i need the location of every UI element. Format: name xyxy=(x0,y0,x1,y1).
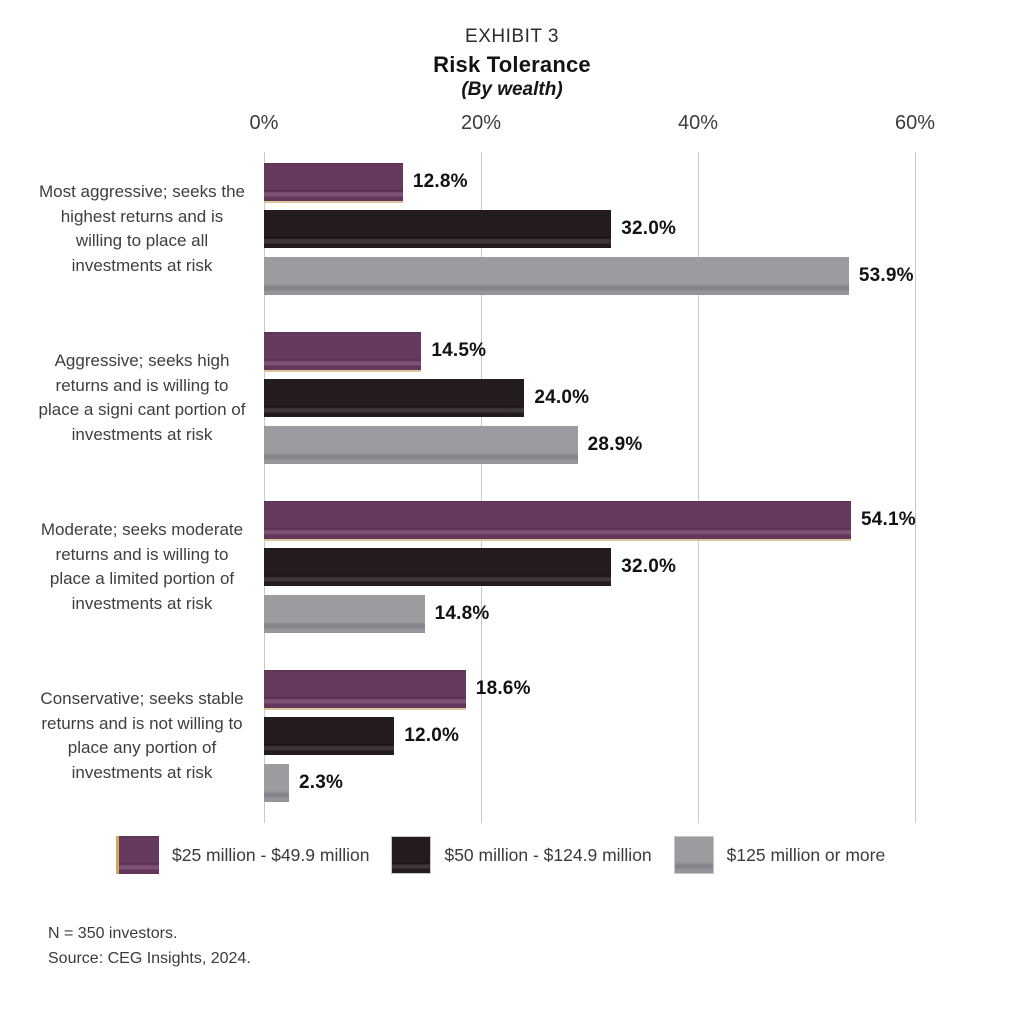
category-bars: 12.8% 32.0% 53.9% xyxy=(264,163,915,295)
bar-value-label: 53.9% xyxy=(858,265,914,286)
bar-row: 24.0% xyxy=(264,379,915,417)
category-label: Moderate; seeks moderate returns and is … xyxy=(40,520,244,613)
category-group: Conservative; seeks stable returns and i… xyxy=(0,670,1024,802)
bar-row: 2.3% xyxy=(264,764,915,802)
category-label: Conservative; seeks stable returns and i… xyxy=(40,689,244,782)
bar-series-2 xyxy=(264,764,289,802)
bar-value-label: 14.5% xyxy=(431,340,487,361)
gridline xyxy=(481,152,482,823)
bar-value-label: 54.1% xyxy=(860,509,916,530)
bar-value-label: 32.0% xyxy=(621,556,677,577)
bar-row: 12.0% xyxy=(264,717,915,755)
bar-series-0 xyxy=(264,163,403,201)
footnote-sample-size: N = 350 investors. xyxy=(48,925,178,942)
x-axis-tick: 60% xyxy=(894,112,936,134)
bar-value-label: 14.8% xyxy=(434,603,490,624)
bar-row: 14.5% xyxy=(264,332,915,370)
category-bars: 18.6% 12.0% 2.3% xyxy=(264,670,915,802)
legend-label: $25 million - $49.9 million xyxy=(172,844,370,865)
gridline xyxy=(915,152,916,823)
category-group: Aggressive; seeks high returns and is wi… xyxy=(0,332,1024,464)
bar-series-2 xyxy=(264,595,425,633)
chart-subtitle: (By wealth) xyxy=(461,79,563,100)
gridline xyxy=(698,152,699,823)
bar-series-1 xyxy=(264,210,612,248)
x-axis-tick: 40% xyxy=(677,112,719,134)
bar-row: 12.8% xyxy=(264,163,915,201)
bar-series-1 xyxy=(264,717,395,755)
gridline xyxy=(264,152,265,823)
legend-label: $50 million - $124.9 million xyxy=(444,844,652,865)
bar-value-label: 32.0% xyxy=(621,218,677,239)
x-axis-tick: 20% xyxy=(460,112,502,134)
bar-row: 32.0% xyxy=(264,210,915,248)
footnotes: N = 350 investors. Source: CEG Insights,… xyxy=(48,921,251,971)
bar-row: 53.9% xyxy=(264,257,915,295)
legend-swatch-black xyxy=(391,836,432,874)
bar-row: 32.0% xyxy=(264,548,915,586)
legend-item: $25 million - $49.9 million xyxy=(116,836,369,874)
bar-row: 28.9% xyxy=(264,426,915,464)
bar-series-0 xyxy=(264,332,422,370)
bar-series-0 xyxy=(264,501,851,539)
legend-swatch-gray xyxy=(673,836,714,874)
category-bars: 14.5% 24.0% 28.9% xyxy=(264,332,915,464)
bar-value-label: 18.6% xyxy=(475,678,531,699)
legend-item: $50 million - $124.9 million xyxy=(391,836,652,874)
bar-value-label: 12.0% xyxy=(404,725,460,746)
bar-row: 54.1% xyxy=(264,501,916,539)
bar-series-2 xyxy=(264,426,578,464)
bar-value-label: 12.8% xyxy=(412,171,468,192)
bar-value-label: 2.3% xyxy=(298,772,344,793)
bar-series-2 xyxy=(264,257,849,295)
category-group: Most aggressive; seeks the highest retur… xyxy=(0,163,1024,295)
category-label: Most aggressive; seeks the highest retur… xyxy=(39,182,245,275)
legend-swatch-purple xyxy=(116,836,159,874)
bar-row: 18.6% xyxy=(264,670,915,708)
bar-row: 14.8% xyxy=(264,595,915,633)
category-label: Aggressive; seeks high returns and is wi… xyxy=(38,351,246,444)
exhibit-label: EXHIBIT 3 xyxy=(465,26,559,47)
chart-title: Risk Tolerance xyxy=(433,52,591,77)
bar-series-1 xyxy=(264,548,612,586)
category-group: Moderate; seeks moderate returns and is … xyxy=(0,501,1024,633)
bar-series-0 xyxy=(264,670,466,708)
footnote-source: Source: CEG Insights, 2024. xyxy=(48,950,251,967)
bar-value-label: 24.0% xyxy=(534,387,590,408)
legend-item: $125 million or more xyxy=(673,836,886,874)
legend: $25 million - $49.9 million $50 million … xyxy=(116,836,885,874)
bar-groups: Most aggressive; seeks the highest retur… xyxy=(0,163,1024,839)
category-bars: 54.1% 32.0% 14.8% xyxy=(264,501,916,633)
bar-value-label: 28.9% xyxy=(587,434,643,455)
x-axis-tick: 0% xyxy=(249,112,279,134)
bar-series-1 xyxy=(264,379,525,417)
legend-label: $125 million or more xyxy=(726,844,886,865)
